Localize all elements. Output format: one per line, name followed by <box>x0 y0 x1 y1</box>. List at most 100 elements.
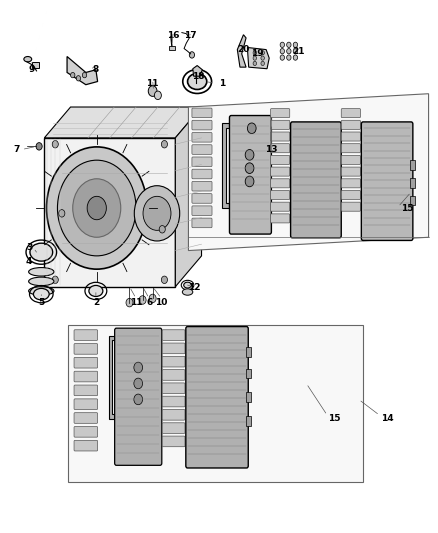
Polygon shape <box>67 56 98 85</box>
FancyBboxPatch shape <box>74 358 98 368</box>
FancyBboxPatch shape <box>192 120 212 130</box>
Circle shape <box>261 56 265 60</box>
Circle shape <box>52 276 58 284</box>
FancyBboxPatch shape <box>271 179 290 188</box>
FancyBboxPatch shape <box>341 179 360 188</box>
Circle shape <box>46 147 147 269</box>
Bar <box>246 416 251 426</box>
Circle shape <box>36 143 42 150</box>
Circle shape <box>245 150 254 160</box>
FancyBboxPatch shape <box>192 133 212 142</box>
FancyBboxPatch shape <box>271 132 290 141</box>
FancyBboxPatch shape <box>162 330 185 341</box>
Text: 10: 10 <box>155 298 168 307</box>
Circle shape <box>287 55 291 60</box>
FancyBboxPatch shape <box>341 167 360 176</box>
FancyBboxPatch shape <box>271 190 290 199</box>
Ellipse shape <box>28 268 54 276</box>
FancyBboxPatch shape <box>186 327 248 468</box>
Circle shape <box>82 72 87 78</box>
FancyBboxPatch shape <box>115 328 162 465</box>
FancyBboxPatch shape <box>361 122 413 240</box>
FancyBboxPatch shape <box>162 369 185 380</box>
Circle shape <box>87 196 106 220</box>
Bar <box>246 392 251 402</box>
FancyBboxPatch shape <box>162 396 185 407</box>
Text: 20: 20 <box>237 45 249 54</box>
Ellipse shape <box>30 243 53 261</box>
Text: 2: 2 <box>93 298 99 307</box>
Ellipse shape <box>187 74 207 90</box>
FancyBboxPatch shape <box>192 181 212 191</box>
Text: 9: 9 <box>28 66 35 74</box>
Polygon shape <box>44 107 201 138</box>
Circle shape <box>154 91 161 100</box>
Circle shape <box>261 51 265 55</box>
FancyBboxPatch shape <box>74 344 98 354</box>
Circle shape <box>76 76 81 81</box>
Circle shape <box>134 185 180 241</box>
Text: 21: 21 <box>292 47 305 55</box>
FancyBboxPatch shape <box>192 206 212 215</box>
FancyBboxPatch shape <box>192 108 212 118</box>
Bar <box>68 325 363 482</box>
Polygon shape <box>109 336 115 418</box>
Circle shape <box>293 49 297 54</box>
Polygon shape <box>188 94 428 251</box>
Text: 7: 7 <box>14 145 20 154</box>
FancyBboxPatch shape <box>74 371 98 382</box>
Polygon shape <box>175 107 201 287</box>
Polygon shape <box>193 66 202 76</box>
Circle shape <box>134 362 143 373</box>
Bar <box>410 160 415 169</box>
Circle shape <box>52 141 58 148</box>
Circle shape <box>73 179 121 237</box>
FancyBboxPatch shape <box>341 109 360 118</box>
FancyBboxPatch shape <box>192 157 212 166</box>
Bar <box>246 348 251 357</box>
Ellipse shape <box>182 289 193 295</box>
Circle shape <box>253 56 257 60</box>
Circle shape <box>143 196 171 230</box>
Bar <box>32 62 39 68</box>
FancyBboxPatch shape <box>271 109 290 118</box>
Text: 15: 15 <box>328 414 341 423</box>
Text: 5: 5 <box>38 298 44 307</box>
FancyBboxPatch shape <box>162 343 185 354</box>
Circle shape <box>253 61 257 66</box>
FancyBboxPatch shape <box>341 120 360 130</box>
Polygon shape <box>237 35 246 67</box>
FancyBboxPatch shape <box>341 144 360 153</box>
FancyBboxPatch shape <box>341 202 360 211</box>
Bar <box>169 46 175 50</box>
Ellipse shape <box>28 277 54 286</box>
FancyBboxPatch shape <box>74 440 98 451</box>
FancyBboxPatch shape <box>162 436 185 447</box>
Circle shape <box>71 72 75 78</box>
FancyBboxPatch shape <box>192 193 212 203</box>
FancyBboxPatch shape <box>341 132 360 141</box>
FancyBboxPatch shape <box>192 145 212 155</box>
Circle shape <box>148 86 157 96</box>
FancyBboxPatch shape <box>74 413 98 423</box>
Circle shape <box>59 209 65 217</box>
Circle shape <box>261 61 265 66</box>
FancyBboxPatch shape <box>271 202 290 211</box>
Circle shape <box>253 51 257 55</box>
FancyBboxPatch shape <box>74 330 98 341</box>
FancyBboxPatch shape <box>192 169 212 179</box>
Circle shape <box>287 42 291 47</box>
Circle shape <box>245 163 254 173</box>
Circle shape <box>293 55 297 60</box>
FancyBboxPatch shape <box>162 409 185 420</box>
Text: 11: 11 <box>146 78 159 87</box>
FancyBboxPatch shape <box>290 122 341 238</box>
Circle shape <box>161 141 167 148</box>
Text: 11: 11 <box>130 298 142 307</box>
Text: 1: 1 <box>219 78 225 87</box>
Circle shape <box>293 42 297 47</box>
Circle shape <box>280 42 285 47</box>
Text: 17: 17 <box>184 31 197 40</box>
FancyBboxPatch shape <box>271 167 290 176</box>
FancyBboxPatch shape <box>44 138 175 287</box>
